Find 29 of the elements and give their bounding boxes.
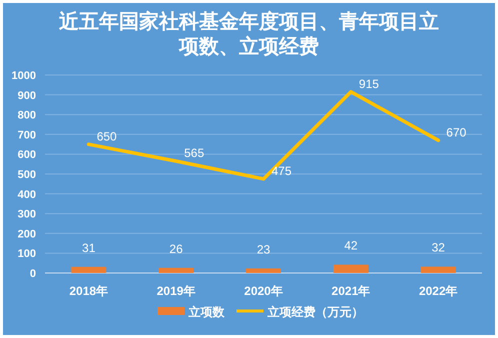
chart-title: 近五年国家社科基金年度项目、青年项目立项数、立项经费	[58, 10, 439, 58]
x-tick-label: 2020年	[244, 284, 283, 298]
data-label: 32	[432, 240, 446, 255]
data-label: 23	[256, 242, 270, 256]
legend-label: 立项经费（万元）	[266, 305, 364, 319]
data-label: 31	[82, 240, 96, 255]
y-tick-label: 300	[18, 208, 36, 221]
data-label: 42	[344, 238, 358, 253]
y-tick-label: 600	[18, 149, 36, 162]
y-tick-label: 1000	[12, 70, 36, 82]
data-label: 565	[184, 146, 204, 160]
y-tick-label: 500	[18, 169, 36, 181]
data-label: 26	[169, 242, 184, 256]
x-tick-label: 2022年	[418, 284, 458, 298]
y-tick-label: 900	[18, 90, 36, 102]
data-label: 650	[96, 129, 118, 144]
y-tick-label: 200	[18, 228, 36, 240]
data-label: 915	[358, 76, 380, 91]
y-tick-label: 0	[30, 268, 36, 280]
y-tick-label: 100	[18, 248, 36, 260]
y-tick-label: 800	[18, 110, 36, 122]
data-label: 670	[446, 125, 467, 140]
data-label: 475	[272, 164, 292, 178]
x-tick-label: 2018年	[69, 284, 108, 298]
x-tick-label: 2021年	[332, 284, 370, 298]
y-tick-label: 700	[18, 129, 36, 142]
x-tick-label: 2019年	[156, 284, 196, 298]
y-tick-label: 400	[18, 188, 36, 201]
legend-label: 立项数	[188, 305, 226, 319]
